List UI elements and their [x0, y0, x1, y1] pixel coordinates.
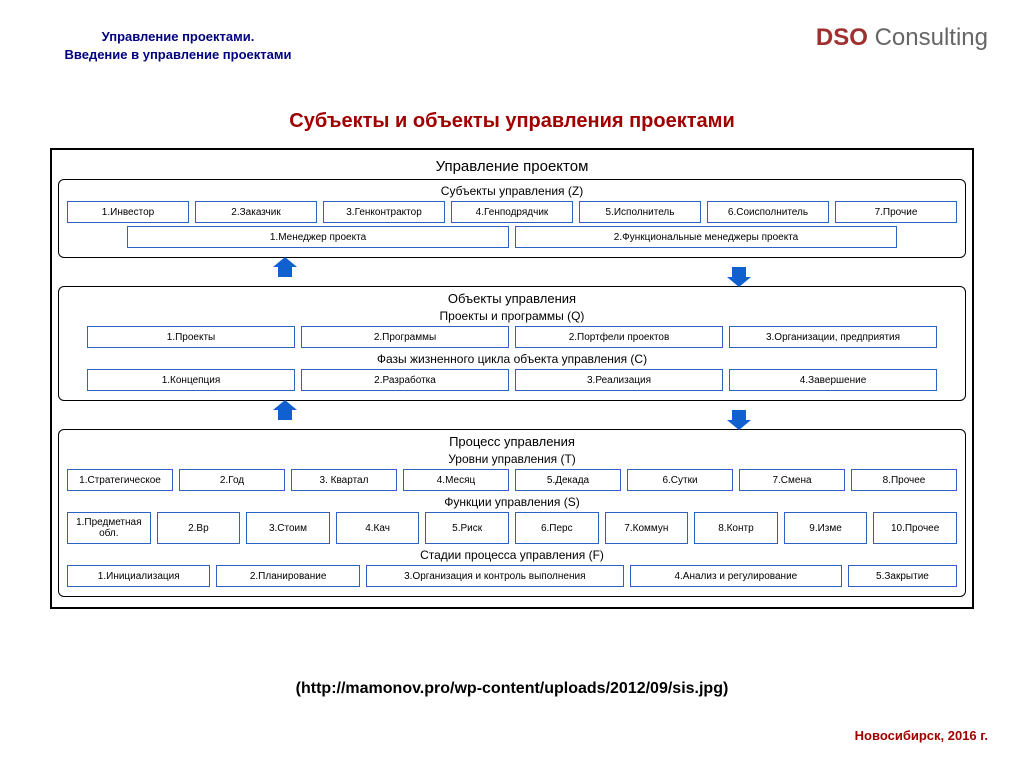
logo-bold: DSO: [816, 24, 868, 51]
logo: DSO Consulting: [816, 24, 988, 52]
box: 2.Вр: [157, 512, 241, 544]
box: 3.Стоим: [246, 512, 330, 544]
box: 2.Год: [179, 469, 285, 491]
header-line2: Введение в управление проектами: [28, 46, 328, 64]
box: 1.Инвестор: [67, 201, 189, 223]
box: 2.Планирование: [216, 565, 359, 587]
box: 2.Разработка: [301, 369, 509, 391]
logo-light: Consulting: [868, 24, 988, 51]
panel2-row1: 1.Проекты 2.Программы 2.Портфели проекто…: [67, 326, 957, 348]
panel2-row2: 1.Концепция 2.Разработка 3.Реализация 4.…: [67, 369, 957, 391]
box: 1.Инициализация: [67, 565, 210, 587]
box: 2.Функциональные менеджеры проекта: [515, 226, 897, 248]
box: 8.Прочее: [851, 469, 957, 491]
box: 1.Менеджер проекта: [127, 226, 509, 248]
panel3-sub2-title: Функции управления (S): [67, 495, 957, 509]
panel3-title: Процесс управления: [67, 434, 957, 449]
box: 3. Квартал: [291, 469, 397, 491]
box: 6.Соисполнитель: [707, 201, 829, 223]
arrow-down-icon: [732, 410, 746, 420]
slide-title: Субъекты и объекты управления проектами: [0, 110, 1024, 133]
box: 1.Концепция: [87, 369, 295, 391]
box: 5.Риск: [425, 512, 509, 544]
box: 3.Организации, предприятия: [729, 326, 937, 348]
panel-process: Процесс управления Уровни управления (T)…: [58, 429, 966, 597]
panel1-subtitle: Субъекты управления (Z): [67, 184, 957, 198]
box: 2.Портфели проектов: [515, 326, 723, 348]
arrow-up-icon: [278, 410, 292, 420]
box: 2.Заказчик: [195, 201, 317, 223]
panel3-row1: 1.Стратегическое 2.Год 3. Квартал 4.Меся…: [67, 469, 957, 491]
arrow-up-icon: [278, 267, 292, 277]
arrows-1-2: [58, 260, 966, 284]
source-url: (http://mamonov.pro/wp-content/uploads/2…: [0, 680, 1024, 698]
box: 3.Генконтрактор: [323, 201, 445, 223]
box: 1.Предметная обл.: [67, 512, 151, 544]
panel3-sub3-title: Стадии процесса управления (F): [67, 548, 957, 562]
box: 5.Закрытие: [848, 565, 957, 587]
panel-subjects: Субъекты управления (Z) 1.Инвестор 2.Зак…: [58, 179, 966, 258]
box: 7.Прочие: [835, 201, 957, 223]
diagram-container: Управление проектом Субъекты управления …: [50, 148, 974, 609]
header-line1: Управление проектами.: [28, 28, 328, 46]
arrows-2-3: [58, 403, 966, 427]
box: 2.Программы: [301, 326, 509, 348]
panel2-sub2-title: Фазы жизненного цикла объекта управления…: [67, 352, 957, 366]
box: 4.Кач: [336, 512, 420, 544]
box: 10.Прочее: [873, 512, 957, 544]
box: 4.Завершение: [729, 369, 937, 391]
box: 9.Изме: [784, 512, 868, 544]
box: 7.Смена: [739, 469, 845, 491]
box: 3.Реализация: [515, 369, 723, 391]
diagram-main-title: Управление проектом: [58, 158, 966, 175]
panel3-sub1-title: Уровни управления (T): [67, 452, 957, 466]
box: 6.Сутки: [627, 469, 733, 491]
box: 4.Месяц: [403, 469, 509, 491]
box: 1.Проекты: [87, 326, 295, 348]
footer-location: Новосибирск, 2016 г.: [855, 728, 988, 743]
panel1-row1: 1.Инвестор 2.Заказчик 3.Генконтрактор 4.…: [67, 201, 957, 223]
box: 5.Декада: [515, 469, 621, 491]
box: 4.Анализ и регулирование: [630, 565, 842, 587]
arrow-down-icon: [732, 267, 746, 277]
box: 3.Организация и контроль выполнения: [366, 565, 624, 587]
slide-header-left: Управление проектами. Введение в управле…: [28, 28, 328, 64]
panel3-row2: 1.Предметная обл. 2.Вр 3.Стоим 4.Кач 5.Р…: [67, 512, 957, 544]
box: 1.Стратегическое: [67, 469, 173, 491]
panel3-row3: 1.Инициализация 2.Планирование 3.Организ…: [67, 565, 957, 587]
box: 4.Генподрядчик: [451, 201, 573, 223]
panel2-title: Объекты управления: [67, 291, 957, 306]
panel2-sub1-title: Проекты и программы (Q): [67, 309, 957, 323]
box: 7.Коммун: [605, 512, 689, 544]
box: 6.Перс: [515, 512, 599, 544]
panel1-row2: 1.Менеджер проекта 2.Функциональные мене…: [67, 226, 957, 248]
box: 5.Исполнитель: [579, 201, 701, 223]
box: 8.Контр: [694, 512, 778, 544]
panel-objects: Объекты управления Проекты и программы (…: [58, 286, 966, 401]
